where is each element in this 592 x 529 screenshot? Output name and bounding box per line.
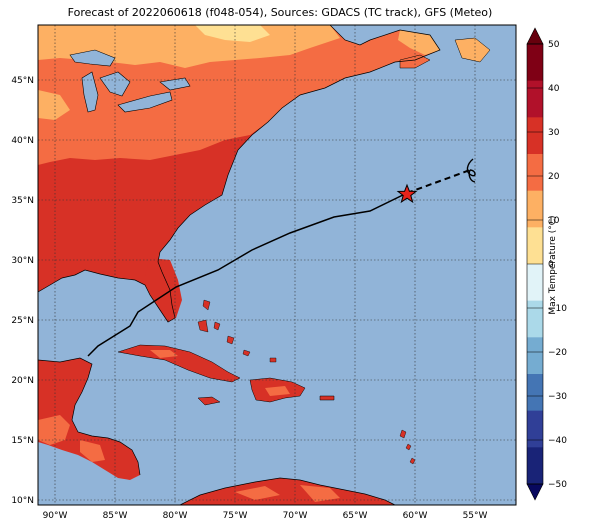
lon-label: 90°W: [43, 511, 68, 521]
land-small-islands: [197, 299, 416, 465]
land-puerto-rico: [319, 395, 335, 401]
lat-label: 25°N: [11, 316, 34, 326]
colorbar-segment: [527, 337, 543, 375]
great-lakes: [69, 49, 191, 113]
land-central-america: [38, 358, 140, 480]
lat-labels: 45°N 40°N 35°N 30°N 25°N 20°N 15°N 10°N: [11, 76, 34, 506]
graticule: [38, 25, 516, 505]
colorbar-tick-label: 50: [548, 40, 560, 50]
lat-label: 40°N: [11, 136, 34, 146]
colorbar-tick-label: −50: [548, 480, 567, 490]
land-cuba: [117, 344, 241, 383]
colorbar-tick-label: 20: [548, 172, 560, 182]
lon-label: 80°W: [163, 511, 188, 521]
lat-label: 35°N: [11, 196, 34, 206]
colorbar-tick-label: −20: [548, 348, 567, 358]
colorbar-tick-label: −30: [548, 392, 567, 402]
lon-label: 75°W: [223, 511, 248, 521]
cyclone-icon: [466, 158, 476, 183]
colorbar-segment: [527, 300, 543, 338]
lon-label: 85°W: [103, 511, 128, 521]
tc-track-past: [87, 192, 408, 357]
lon-label: 70°W: [283, 511, 308, 521]
colorbar-tick-label: 40: [548, 84, 560, 94]
land-south-america: [180, 478, 395, 505]
colorbar-segment: [527, 154, 543, 192]
star-icon: [396, 183, 418, 204]
lat-label: 15°N: [11, 436, 34, 446]
land-temperature-layer: [38, 25, 491, 505]
colorbar-segment: [527, 227, 543, 265]
colorbar-segment: [527, 44, 543, 82]
coastlines: [38, 25, 441, 505]
colorbar-segment: [527, 190, 543, 228]
colorbar-tick-label: 30: [548, 128, 560, 138]
tc-track-forecast: [406, 169, 471, 194]
colorbar-segment: [527, 264, 543, 302]
lat-label: 20°N: [11, 376, 34, 386]
colorbar-label: Max Temperature (°C): [548, 215, 558, 315]
colorbar-max-arrow: [526, 27, 544, 45]
colorbar-segment: [527, 447, 543, 485]
map-frame: [37, 24, 517, 506]
lon-label: 65°W: [343, 511, 368, 521]
lon-label: 55°W: [463, 511, 488, 521]
land-jamaica: [197, 396, 221, 406]
lon-label: 60°W: [403, 511, 428, 521]
colorbar: 50 40 30 20 10 0 −10 −20 −30 −40 −50: [526, 27, 567, 501]
lat-label: 30°N: [11, 256, 34, 266]
colorbar-segment: [527, 410, 543, 448]
colorbar-tick-label: −10: [548, 304, 567, 314]
map-title: Forecast of 2022060618 (f048-054), Sourc…: [67, 6, 493, 19]
colorbar-min-arrow: [526, 483, 544, 501]
lat-label: 45°N: [11, 76, 34, 86]
lat-label: 10°N: [11, 496, 34, 506]
colorbar-tick-label: 0: [548, 260, 554, 270]
colorbar-segment: [527, 117, 543, 155]
colorbar-tick-label: 10: [548, 216, 560, 226]
land-florida: [145, 258, 182, 322]
colorbar-tick-label: −40: [548, 436, 567, 446]
lon-labels: 90°W 85°W 80°W 75°W 70°W 65°W 60°W 55°W: [43, 511, 488, 521]
colorbar-segment: [527, 80, 543, 118]
colorbar-segment: [527, 374, 543, 412]
